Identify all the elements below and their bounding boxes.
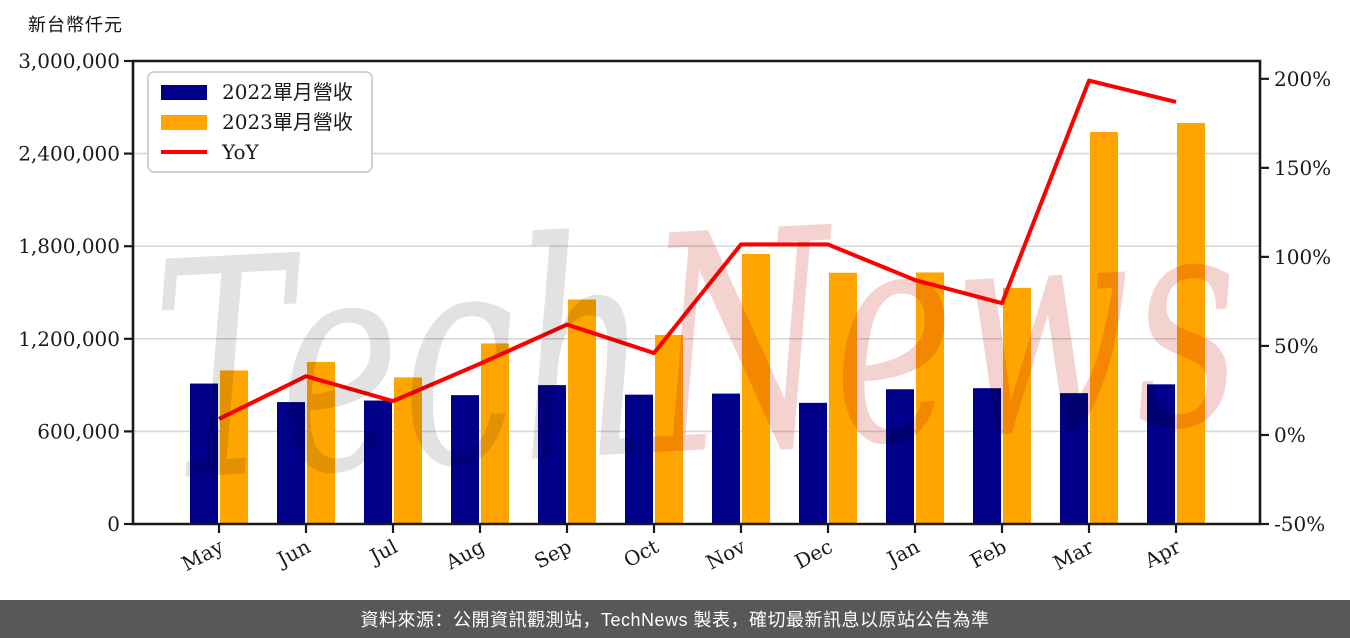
- bar-2023單月營收-Jul: [394, 377, 422, 524]
- x-tick-label: Jun: [271, 534, 314, 572]
- legend-swatch-yoy: [161, 150, 207, 154]
- bar-2022單月營收-May: [190, 383, 218, 524]
- bar-2023單月營收-Nov: [742, 253, 770, 524]
- bar-2023單月營收-Mar: [1090, 131, 1118, 524]
- bar-2023單月營收-Sep: [568, 299, 596, 524]
- source-footer: 資料來源：公開資訊觀測站，TechNews 製表，確切最新訊息以原站公告為準: [0, 600, 1350, 638]
- legend-label-2022: 2022單月營收: [222, 80, 353, 104]
- x-tick-label: Sep: [530, 534, 575, 573]
- legend-swatch-2023: [161, 114, 207, 130]
- bar-2023單月營收-Aug: [481, 343, 509, 524]
- bar-2022單月營收-Sep: [538, 385, 566, 524]
- legend-item-2022: 2022單月營收: [161, 81, 353, 103]
- left-tick-label: 1,800,000: [18, 234, 120, 258]
- right-tick-label: 50%: [1274, 334, 1318, 358]
- bar-2022單月營收-Dec: [799, 402, 827, 524]
- bar-2023單月營收-May: [220, 370, 248, 524]
- x-tick-label: Aug: [441, 534, 489, 575]
- bar-2022單月營收-Feb: [973, 388, 1001, 524]
- legend-item-yoy: YoY: [161, 141, 353, 163]
- x-tick-label: Nov: [702, 534, 750, 575]
- yoy-line: [218, 78, 1177, 421]
- legend-label-2023: 2023單月營收: [222, 110, 353, 134]
- x-tick-label: Mar: [1049, 534, 1098, 575]
- legend-swatch-2022: [161, 84, 207, 100]
- bars-2023單月營收: [220, 123, 1205, 525]
- bars-2022單月營收: [190, 383, 1175, 524]
- left-axis: 0 600,000 1,200,000 1,800,000 2,400,000 3,000…: [18, 49, 133, 536]
- bar-2022單月營收-Jan: [886, 389, 914, 524]
- left-tick-label: 600,000: [37, 419, 120, 443]
- bar-2022單月營收-Mar: [1060, 393, 1088, 524]
- bar-2022單月營收-Nov: [712, 393, 740, 524]
- left-tick-label: 1,200,000: [18, 327, 120, 351]
- chart-legend: 2022單月營收 2023單月營收 YoY: [147, 71, 373, 173]
- bar-2023單月營收-Jan: [916, 272, 944, 524]
- x-tick-label: May: [177, 534, 227, 576]
- x-tick-label: Jul: [364, 534, 401, 569]
- x-tick-label: Apr: [1140, 534, 1185, 573]
- bar-2022單月營收-Apr: [1147, 384, 1175, 524]
- bar-2023單月營收-Oct: [655, 334, 683, 524]
- x-tick-label: Feb: [966, 534, 1010, 573]
- left-tick-label: 2,400,000: [18, 142, 120, 166]
- bar-2023單月營收-Apr: [1177, 123, 1205, 525]
- x-tick-label: Jan: [881, 534, 923, 572]
- left-tick-label: 0: [107, 512, 120, 536]
- right-tick-label: 150%: [1274, 156, 1331, 180]
- x-axis: May Jun Jul Aug Sep Oct Nov Dec Jan Feb Mar Apr: [177, 524, 1185, 576]
- bar-2022單月營收-Jul: [364, 400, 392, 524]
- legend-label-yoy: YoY: [222, 140, 259, 164]
- bar-2022單月營收-Jun: [277, 402, 305, 524]
- bar-2022單月營收-Oct: [625, 394, 653, 524]
- bar-2023單月營收-Jun: [307, 361, 335, 524]
- x-tick-label: Oct: [620, 534, 663, 572]
- x-tick-label: Dec: [791, 534, 837, 574]
- right-tick-label: 200%: [1274, 67, 1331, 91]
- right-tick-label: -50%: [1274, 512, 1325, 536]
- source-footer-text: 資料來源：公開資訊觀測站，TechNews 製表，確切最新訊息以原站公告為準: [360, 610, 990, 630]
- bar-2023單月營收-Feb: [1003, 287, 1031, 524]
- left-tick-label: 3,000,000: [18, 49, 120, 73]
- revenue-chart: 0 600,000 1,200,000 1,800,000 2,400,000 3,000…: [18, 15, 1331, 576]
- bar-2023單月營收-Dec: [829, 272, 857, 524]
- legend-item-2023: 2023單月營收: [161, 111, 353, 133]
- bar-2022單月營收-Aug: [451, 395, 479, 524]
- right-tick-label: 100%: [1274, 245, 1331, 269]
- right-axis: -50% 0% 50% 100% 150% 200%: [1260, 67, 1331, 536]
- axis-unit-title: 新台幣仟元: [28, 15, 123, 36]
- right-tick-label: 0%: [1274, 423, 1306, 447]
